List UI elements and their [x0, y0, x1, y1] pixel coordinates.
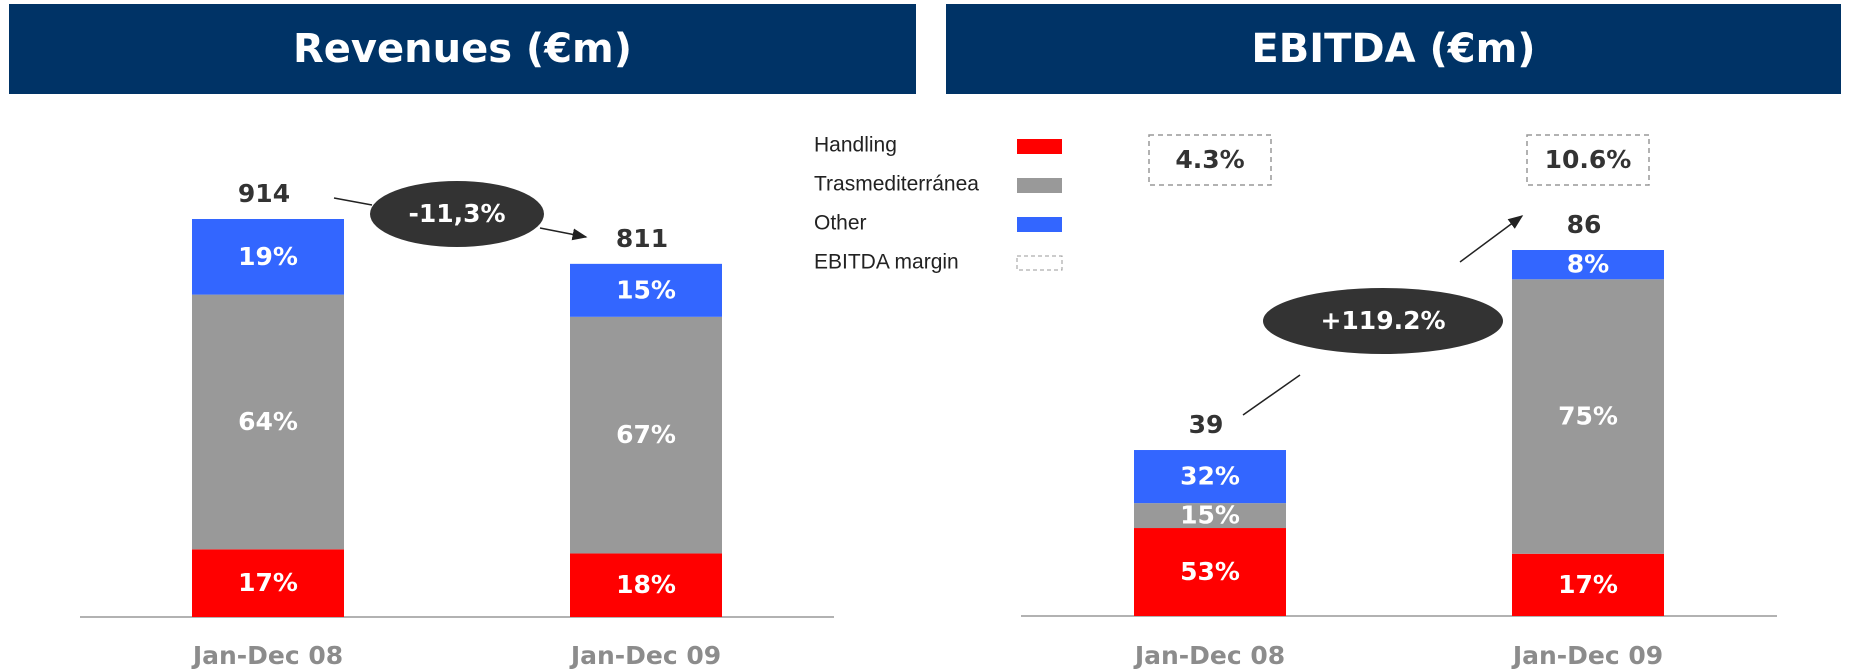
bar-segment [192, 549, 344, 617]
data-label: 18% [616, 570, 676, 599]
legend-swatch [1017, 217, 1062, 232]
total-label: 39 [1189, 410, 1224, 439]
bar-segment [1134, 503, 1286, 529]
data-label: 17% [238, 568, 298, 597]
change-label: -11,3% [408, 199, 505, 228]
bar-segment [1134, 528, 1286, 616]
data-label: 8% [1567, 250, 1609, 279]
x-tick-label: Jan-Dec 09 [569, 641, 721, 670]
x-tick-label: Jan-Dec 08 [1133, 641, 1285, 670]
bar-segment [192, 294, 344, 550]
margin-label: 10.6% [1545, 145, 1632, 174]
margin-box [1148, 134, 1272, 186]
bar-segment [570, 316, 722, 554]
header [946, 4, 1841, 94]
total-label: 914 [238, 179, 290, 208]
margin-box [1526, 134, 1650, 186]
arrow [1459, 215, 1524, 263]
bar-segment [1134, 450, 1286, 504]
legend-swatch [1017, 139, 1062, 154]
bar-segment [570, 553, 722, 617]
x-tick-label: Jan-Dec 09 [1511, 641, 1663, 670]
data-label: 75% [1558, 402, 1618, 431]
legend-swatch [1016, 255, 1063, 271]
legend-label: Handling [814, 134, 897, 157]
legend-swatch [1017, 178, 1062, 193]
bar-segment [570, 263, 722, 317]
bar-segment [192, 219, 344, 295]
change-bubble [1263, 288, 1503, 354]
data-label: 15% [1180, 501, 1240, 530]
data-label: 19% [238, 242, 298, 271]
arrow [539, 227, 588, 241]
chart-title: EBITDA (€m) [1251, 26, 1535, 72]
legend-label: Other [814, 212, 867, 235]
data-label: 17% [1558, 570, 1618, 599]
margin-label: 4.3% [1175, 145, 1244, 174]
arrow [333, 197, 373, 206]
change-label: +119.2% [1320, 306, 1445, 335]
total-label: 86 [1567, 210, 1602, 239]
x-tick-label: Jan-Dec 08 [191, 641, 343, 670]
change-bubble [370, 181, 544, 247]
data-label: 67% [616, 420, 676, 449]
total-label: 811 [616, 224, 668, 253]
chart-title: Revenues (€m) [293, 26, 632, 72]
data-label: 32% [1180, 462, 1240, 491]
bar-segment [1512, 279, 1664, 554]
arrow [1242, 374, 1301, 416]
legend-label: Trasmediterránea [814, 173, 979, 196]
bar-segment [1512, 553, 1664, 616]
data-label: 53% [1180, 557, 1240, 586]
legend-label: EBITDA margin [814, 251, 959, 274]
header [9, 4, 916, 94]
data-label: 64% [238, 407, 298, 436]
bar-segment [1512, 250, 1664, 280]
data-label: 15% [616, 275, 676, 304]
